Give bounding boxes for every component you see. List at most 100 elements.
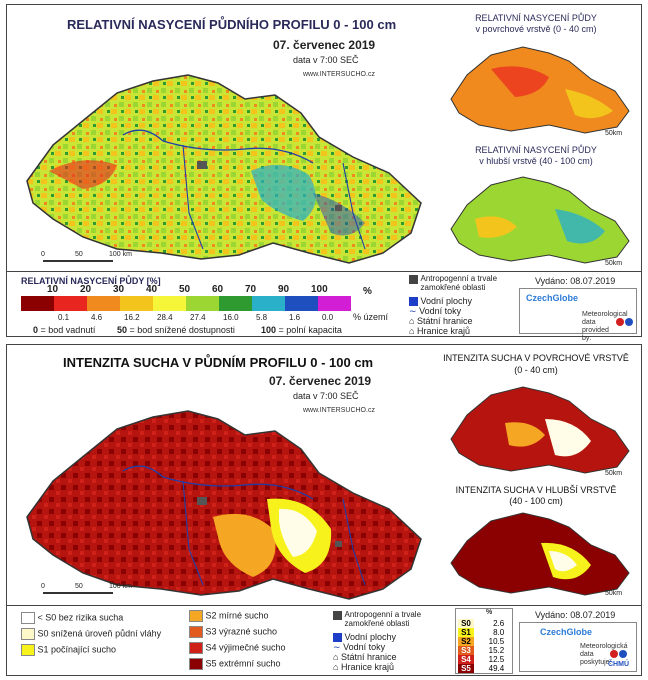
logo-box: CzechGlobe Meteorologická data poskytuje… <box>519 622 637 672</box>
panel2-title: INTENZITA SUCHA V PŮDNÍM PROFILU 0 - 100… <box>63 355 374 370</box>
pct-row: S2 10.5 <box>458 637 504 646</box>
panel2-mini1-title-l1: INTENZITA SUCHA V POVRCHOVÉ VRSTVĚ <box>443 353 629 363</box>
moist-region-moravia <box>313 193 365 236</box>
legend-rivers: ∼ Vodní toky <box>333 642 386 652</box>
legend-value: 0.0 <box>322 313 334 322</box>
mini-czech-shape <box>450 46 630 134</box>
prague-area <box>197 161 207 169</box>
note-reduced-availability: 50 = bod snížené dostupnosti <box>117 325 235 335</box>
pct-value: 8.0 <box>493 628 505 637</box>
legend-water-bodies: Vodní plochy <box>333 632 396 643</box>
legend-swatch <box>186 296 219 311</box>
drought-legend-item: < S0 bez rizika sucha <box>21 612 123 624</box>
note-field-capacity: 100 = polní kapacita <box>261 325 342 335</box>
note-wilting-point: 0 = bod vadnutí <box>33 325 96 335</box>
czech-republic-shape <box>26 410 422 600</box>
panel2-mini1-title-l2: (0 - 40 cm) <box>514 365 558 375</box>
panel2-date: 07. červenec 2019 <box>269 374 372 388</box>
mini-dry-patch <box>491 66 549 97</box>
panel2-mini-map-deep: 50km <box>450 512 630 597</box>
scale-50: 50 <box>75 583 83 590</box>
chmu-logo-icon <box>610 650 627 658</box>
no-drought-area <box>279 508 317 557</box>
panel2-legend: < S0 bez rizika sucha S0 snížená úroveň … <box>7 605 641 676</box>
panel1-mini-map-deep: 50km <box>450 176 630 267</box>
panel1-mini-map-surface: 50km <box>450 46 630 137</box>
mini-s2-area <box>505 422 545 447</box>
legend-value: 27.4 <box>190 313 206 322</box>
legend-value: 4.6 <box>91 313 103 322</box>
brno-area <box>335 541 342 547</box>
legend-anthropogenic: Antropogenní a trvale zamokřené oblasti <box>409 274 531 292</box>
czech-republic-shape <box>26 74 422 264</box>
legend-top-label: 100 <box>311 284 328 295</box>
river-morava <box>342 162 366 250</box>
legend-title: RELATIVNÍ NASYCENÍ PŮDY [%] <box>21 276 161 286</box>
legend-unit: % <box>363 286 372 297</box>
pct-class: S2 <box>458 637 474 646</box>
legend-swatch <box>21 644 35 656</box>
partner-text: Meteorological data provided by: <box>582 311 628 342</box>
panel2-mini2-title-l1: INTENZITA SUCHA V HLUBŠÍ VRSTVĚ <box>455 485 617 495</box>
border-icon: ⌂ <box>333 652 339 662</box>
drought-legend-item: S5 extrémní sucho <box>189 658 281 670</box>
legend-top-label: 20 <box>80 284 92 295</box>
river-vltava <box>122 129 164 142</box>
scale-0: 0 <box>41 251 45 258</box>
mini-no-drought <box>545 419 591 457</box>
legend-swatch <box>54 296 87 311</box>
legend-label: S5 extrémní sucho <box>205 658 281 669</box>
legend-swatch <box>189 626 203 638</box>
anthropogenic-swatch <box>333 611 342 621</box>
drought-legend-item: S4 výjimečné sucho <box>189 642 286 654</box>
panel1-mini1-title-l2: v povrchové vrstvě (0 - 40 cm) <box>475 24 597 34</box>
legend-swatch <box>219 296 252 311</box>
panel2-website: www.INTERSUCHO.cz <box>303 407 375 414</box>
scale-0: 0 <box>41 583 45 590</box>
panel1-mini1-title-l1: RELATIVNÍ NASYCENÍ PŮDY <box>475 13 597 23</box>
panel1-time: data v 7:00 SEČ <box>293 55 359 65</box>
legend-value: 16.0 <box>223 313 239 322</box>
pct-value: 2.6 <box>493 619 505 628</box>
panel1-main-map: 0 50 100 km <box>26 74 422 264</box>
legend-region-border: ⌂ Hranice krajů <box>409 326 470 336</box>
mini-czech-shape <box>450 512 630 596</box>
mini-yellow-patch <box>565 89 613 119</box>
region-border-icon: ⌂ <box>409 326 415 336</box>
legend-label: < S0 bez rizika sucha <box>37 612 124 623</box>
panel2-issued: Vydáno: 08.07.2019 <box>535 610 616 620</box>
mini-no-drought <box>549 551 577 572</box>
legend-swatch <box>252 296 285 311</box>
river-vltava <box>122 465 164 478</box>
legend-top-label: 40 <box>146 284 158 295</box>
moist-region-vysocina <box>251 164 316 221</box>
drought-legend-item: S0 snížená úroveň půdní vláhy <box>21 628 161 640</box>
panel1-issued: Vydáno: 08.07.2019 <box>535 276 616 286</box>
pct-class: S3 <box>458 646 474 655</box>
legend-swatch <box>120 296 153 311</box>
pct-row: S1 8.0 <box>458 628 504 637</box>
legend-swatch <box>189 610 203 622</box>
soil-saturation-panel: RELATIVNÍ NASYCENÍ PŮDNÍHO PROFILU 0 - 1… <box>6 4 642 342</box>
panel2-mini2-title-l2: (40 - 100 cm) <box>509 496 563 506</box>
pct-class: S0 <box>458 619 474 628</box>
legend-top-label: 70 <box>245 284 257 295</box>
drought-legend-item: S3 výrazné sucho <box>189 626 277 638</box>
scale-100: 100 km <box>109 251 132 258</box>
prague-area <box>197 497 207 505</box>
legend-label: S2 mírné sucho <box>205 610 269 621</box>
scale-100: 100 km <box>109 583 132 590</box>
river-labe <box>162 140 314 164</box>
legend-anthropogenic: Antropogenní a trvale zamokřené oblasti <box>333 610 457 628</box>
river-south <box>182 480 204 586</box>
panel1-mini2-title-l2: v hlubší vrstvě (40 - 100 cm) <box>479 156 593 166</box>
mini-scale-label: 50km <box>605 260 622 267</box>
pct-value: 49.4 <box>488 664 505 673</box>
drought-percent-table: % S0 2.6 S1 8.0 S2 10.5 S3 15.2 S4 12.5 S5 49… <box>455 608 513 674</box>
legend-swatch <box>87 296 120 311</box>
river-icon: ∼ <box>333 642 341 652</box>
legend-rivers: ∼ Vodní toky <box>409 306 462 316</box>
legend-swatch <box>21 612 35 624</box>
legend-top-label: 90 <box>278 284 290 295</box>
